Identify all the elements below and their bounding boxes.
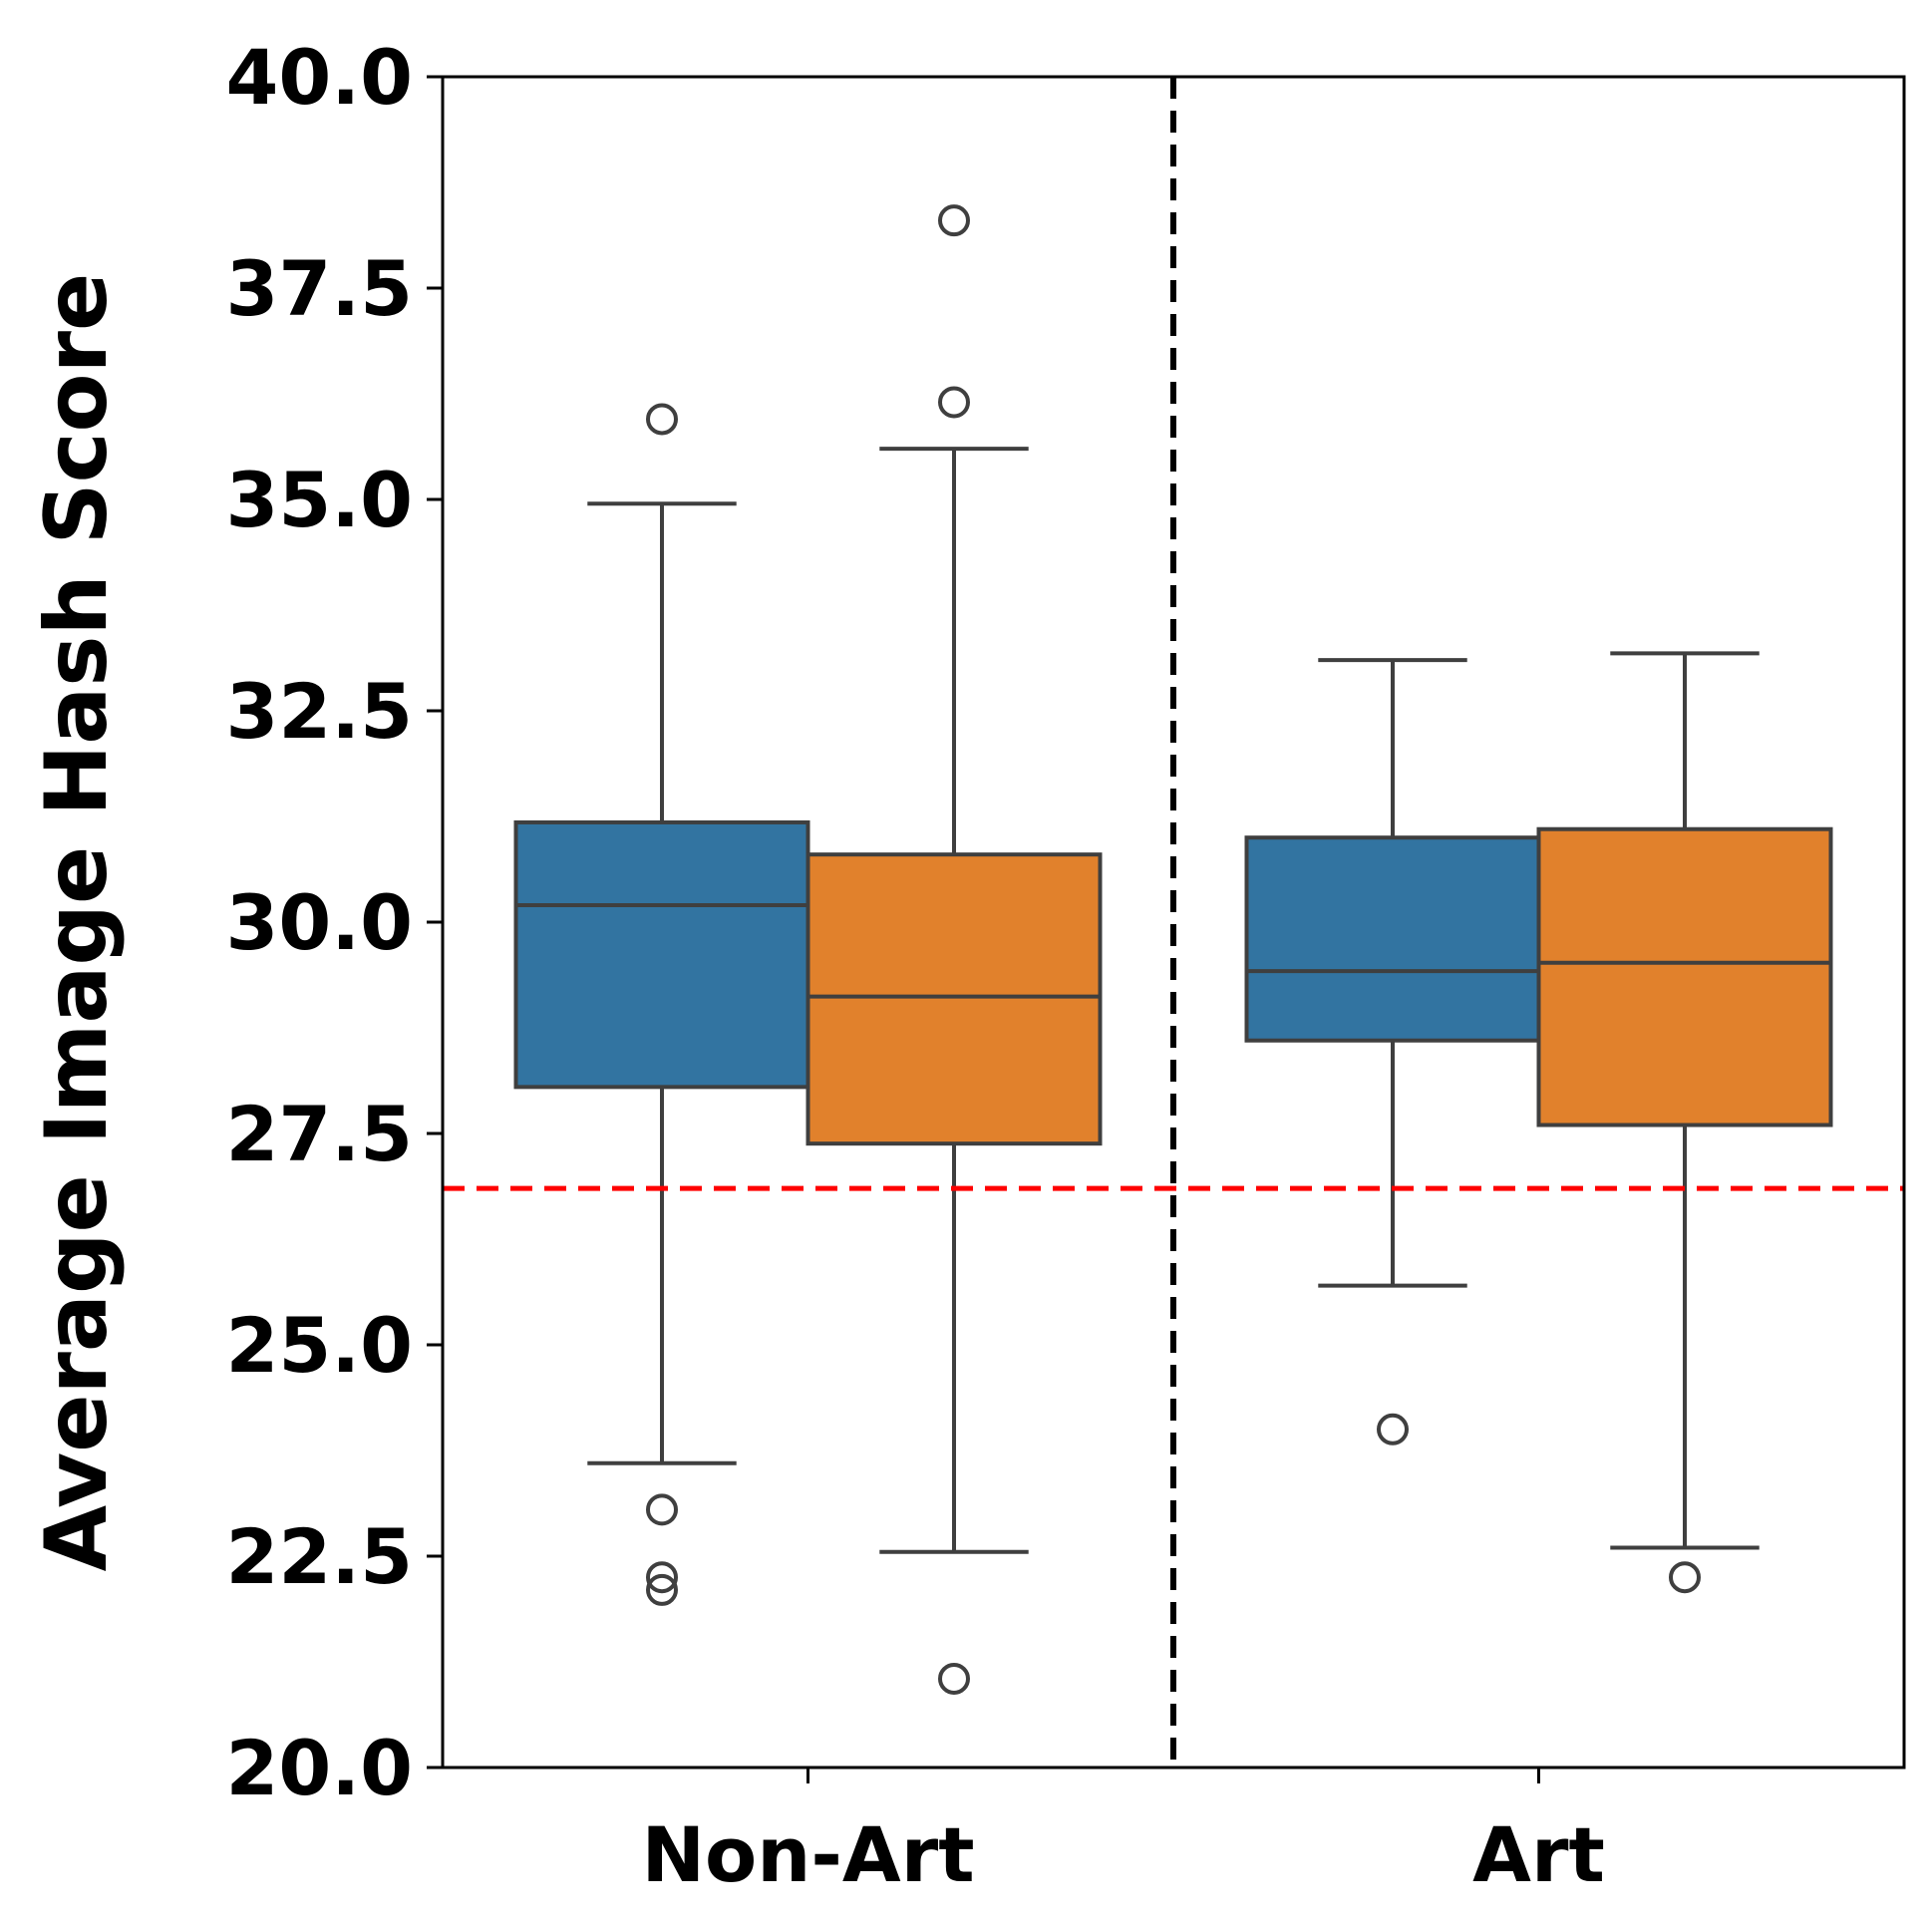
box-non-art-1-outlier-2 xyxy=(938,1662,970,1695)
y-tick-label-8: 40.0 xyxy=(225,33,413,122)
y-tick-label-0: 20.0 xyxy=(225,1724,413,1812)
box-art-1-outlier-0 xyxy=(1669,1561,1701,1594)
y-tick-label-3: 27.5 xyxy=(225,1090,413,1178)
box-non-art-1-outlier-0 xyxy=(938,204,970,237)
box-non-art-0-outlier-3 xyxy=(646,1573,678,1606)
box-non-art-1-outlier-1 xyxy=(938,386,970,419)
x-tick-label-1: Art xyxy=(1472,1810,1605,1899)
box-non-art-0-outlier-1 xyxy=(646,1493,678,1526)
box-non-art-0-outlier-2 xyxy=(646,1561,678,1594)
y-tick-label-7: 37.5 xyxy=(225,244,413,333)
x-tick-label-0: Non-Art xyxy=(641,1810,974,1899)
y-axis-label: Average Image Hash Score xyxy=(27,273,127,1572)
box-non-art-1-iqr xyxy=(805,852,1103,1146)
y-tick-label-2: 25.0 xyxy=(225,1301,413,1390)
box-art-0-outlier-0 xyxy=(1377,1413,1409,1446)
y-tick-label-6: 35.0 xyxy=(225,456,413,544)
box-art-1-iqr xyxy=(1536,826,1833,1127)
box-non-art-0-outlier-0 xyxy=(646,403,678,436)
y-tick-label-4: 30.0 xyxy=(225,878,413,967)
y-tick-label-5: 32.5 xyxy=(225,667,413,756)
box-art-0-iqr xyxy=(1244,835,1541,1043)
y-tick-label-1: 22.5 xyxy=(225,1512,413,1601)
box-non-art-0-iqr xyxy=(513,819,810,1090)
